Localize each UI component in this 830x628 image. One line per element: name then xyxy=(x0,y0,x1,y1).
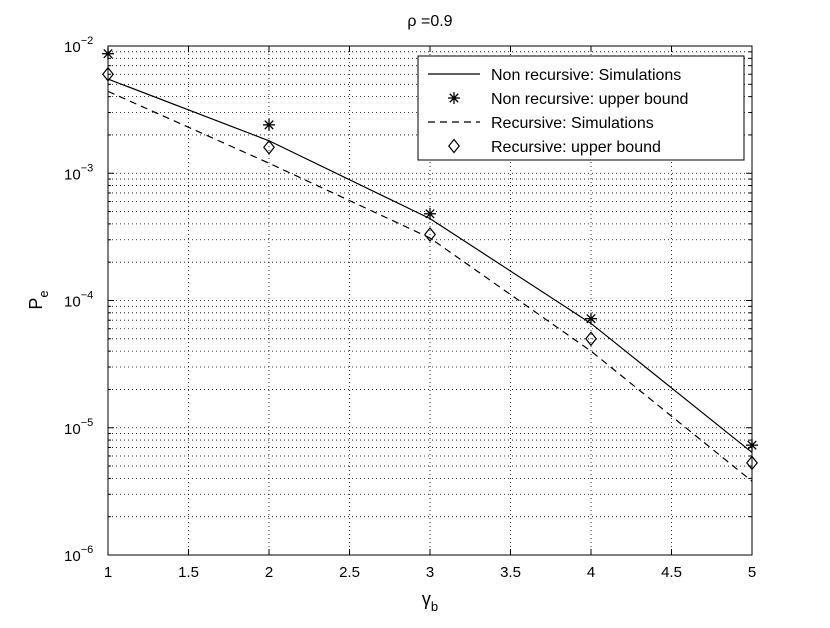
legend-swatch-star xyxy=(448,92,460,104)
data-point-star xyxy=(746,439,758,452)
star-marker-stroke xyxy=(425,209,435,219)
legend-label: Non recursive: Simulations xyxy=(491,67,681,84)
y-tick-label: 10−2 xyxy=(64,35,93,56)
y-tick-label-base: 10 xyxy=(64,421,81,438)
series-line xyxy=(107,90,753,482)
star-marker-stroke xyxy=(586,313,596,324)
x-axis-label: γb xyxy=(422,589,438,614)
data-point-diamond xyxy=(424,227,436,242)
legend-label: Recursive: Simulations xyxy=(491,115,654,132)
data-point-diamond xyxy=(585,331,597,347)
data-point-star xyxy=(424,207,436,220)
x-tick-label: 1 xyxy=(104,564,112,581)
data-point-star xyxy=(102,47,114,60)
y-axis-label-main: P xyxy=(26,298,46,310)
x-tick-label: 4 xyxy=(587,564,595,581)
y-tick-label-base: 10 xyxy=(64,294,81,311)
y-tick-label-exponent: −4 xyxy=(81,290,94,302)
star-marker-stroke xyxy=(747,440,757,450)
star-marker-stroke xyxy=(264,120,274,130)
y-tick-label: 10−6 xyxy=(64,544,93,565)
data-point-diamond xyxy=(263,139,275,155)
y-tick-label: 10−4 xyxy=(64,290,93,311)
star-marker-stroke xyxy=(449,93,459,103)
y-tick-label-exponent: −6 xyxy=(81,544,94,556)
series-1 xyxy=(102,47,758,452)
chart-title: ρ =0.9 xyxy=(407,13,452,30)
x-tick-label: 2 xyxy=(265,564,273,581)
data-point-star xyxy=(263,118,275,131)
legend-box xyxy=(417,55,745,161)
x-tick-label: 5 xyxy=(748,564,756,581)
legend-label: Non recursive: upper bound xyxy=(491,91,688,108)
y-axis-label: Pe xyxy=(26,290,51,309)
x-axis-label-sub: b xyxy=(431,599,438,614)
tick-layer: 1 1.5 2 2.5 3 3.5 4 4.5 510−610−510−410−310−2 xyxy=(64,35,756,581)
legend: Non recursive: Simulations Non recursive:… xyxy=(417,55,745,161)
data-point-diamond xyxy=(746,455,758,471)
series-2 xyxy=(107,90,753,482)
y-tick-label-exponent: −5 xyxy=(81,417,94,429)
x-tick-label: 4.5 xyxy=(661,564,682,581)
x-tick-label: 2.5 xyxy=(339,564,360,581)
y-tick-label-base: 10 xyxy=(64,39,81,56)
y-axis-label-sub: e xyxy=(36,290,51,297)
legend-label: Recursive: upper bound xyxy=(491,139,661,156)
y-tick-label-exponent: −2 xyxy=(81,35,94,47)
y-tick-label-base: 10 xyxy=(64,548,81,565)
data-point-star xyxy=(585,312,597,325)
legend-swatch-diamond xyxy=(448,138,460,154)
series-layer xyxy=(102,47,758,482)
x-tick-label: 1.5 xyxy=(178,564,199,581)
data-point-diamond xyxy=(102,66,114,82)
x-tick-label: 3 xyxy=(426,564,434,581)
star-marker-stroke xyxy=(103,48,113,59)
x-axis-label-main: γ xyxy=(422,589,431,609)
x-tick-label: 3.5 xyxy=(500,564,521,581)
y-tick-label-exponent: −3 xyxy=(81,162,94,174)
y-tick-label: 10−5 xyxy=(64,417,93,438)
legend-items: Non recursive: Simulations Non recursive:… xyxy=(428,67,688,156)
series-3 xyxy=(102,66,758,471)
y-tick-label: 10−3 xyxy=(64,162,93,183)
y-tick-label-base: 10 xyxy=(64,166,81,183)
